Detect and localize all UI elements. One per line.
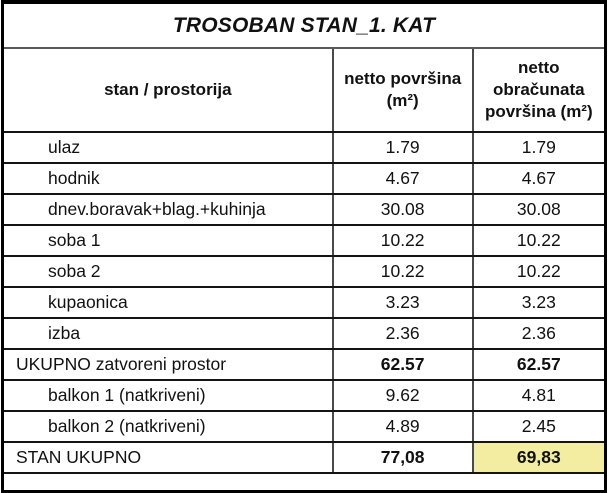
table-row: soba 2 10.22 10.22 xyxy=(1,255,607,288)
table-title-row: TROSOBAN STAN_1. KAT xyxy=(2,2,606,49)
row-label: hodnik xyxy=(1,162,334,195)
row-calculated-value: 1.79 xyxy=(471,131,607,164)
row-label: soba 2 xyxy=(1,255,334,288)
row-calculated-value: 30.08 xyxy=(471,193,607,226)
row-netto-value: 10.22 xyxy=(331,224,474,257)
table-row: soba 1 10.22 10.22 xyxy=(1,224,607,257)
row-label: ulaz xyxy=(1,131,334,164)
table-row: hodnik 4.67 4.67 xyxy=(1,162,607,195)
row-calculated-value: 4.81 xyxy=(471,379,607,412)
row-netto-value: 4.89 xyxy=(331,410,474,443)
row-netto-value: 4.67 xyxy=(331,162,474,195)
row-label: UKUPNO zatvoreni prostor xyxy=(1,348,334,381)
row-netto-value: 9.62 xyxy=(331,379,474,412)
row-calculated-value: 2.36 xyxy=(471,317,607,350)
row-netto-value: 77,08 xyxy=(331,441,474,474)
next-section-strip xyxy=(2,472,606,491)
row-calculated-value: 2.45 xyxy=(471,410,607,443)
row-label: balkon 1 (natkriveni) xyxy=(1,379,334,412)
table-row: balkon 2 (natkriveni) 4.89 2.45 xyxy=(1,410,607,443)
row-calculated-value: 69,83 xyxy=(471,441,607,474)
row-netto-value: 2.36 xyxy=(331,317,474,350)
row-calculated-value: 4.67 xyxy=(471,162,607,195)
table-row: izba 2.36 2.36 xyxy=(1,317,607,350)
table-row: dnev.boravak+blag.+kuhinja 30.08 30.08 xyxy=(1,193,607,226)
table-row: STAN UKUPNO 77,08 69,83 xyxy=(1,441,607,474)
row-netto-value: 10.22 xyxy=(331,255,474,288)
table-row: UKUPNO zatvoreni prostor 62.57 62.57 xyxy=(1,348,607,381)
column-header-calculated-area: netto obračunata površina (m²) xyxy=(471,47,607,133)
row-calculated-value: 62.57 xyxy=(471,348,607,381)
table-row: ulaz 1.79 1.79 xyxy=(1,131,607,164)
row-calculated-value: 3.23 xyxy=(471,286,607,319)
row-label: balkon 2 (natkriveni) xyxy=(1,410,334,443)
row-calculated-value: 10.22 xyxy=(471,224,607,257)
table-header-row: stan / prostorija netto površina (m²) ne… xyxy=(1,47,607,133)
row-netto-value: 62.57 xyxy=(331,348,474,381)
row-netto-value: 1.79 xyxy=(331,131,474,164)
row-label: STAN UKUPNO xyxy=(1,441,334,474)
row-netto-value: 3.23 xyxy=(331,286,474,319)
table-row: balkon 1 (natkriveni) 9.62 4.81 xyxy=(1,379,607,412)
row-label: dnev.boravak+blag.+kuhinja xyxy=(1,193,334,226)
row-calculated-value: 10.22 xyxy=(471,255,607,288)
table-body: ulaz 1.79 1.79 hodnik 4.67 4.67 dnev.boravak+b… xyxy=(1,131,607,474)
row-label: izba xyxy=(1,317,334,350)
row-netto-value: 30.08 xyxy=(331,193,474,226)
column-header-room: stan / prostorija xyxy=(1,47,334,133)
column-header-netto-area: netto površina (m²) xyxy=(331,47,474,133)
row-label: soba 1 xyxy=(1,224,334,257)
row-label: kupaonica xyxy=(1,286,334,319)
table-title: TROSOBAN STAN_1. KAT xyxy=(2,2,606,49)
table-row: kupaonica 3.23 3.23 xyxy=(1,286,607,319)
